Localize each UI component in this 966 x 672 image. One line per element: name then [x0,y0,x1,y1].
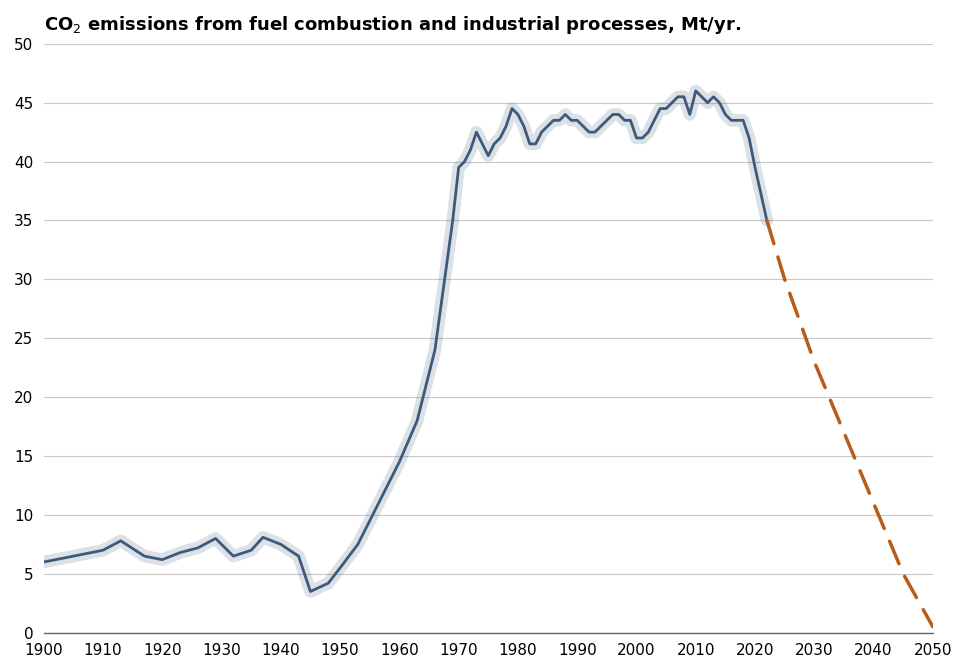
Text: CO$_2$ emissions from fuel combustion and industrial processes, Mt/yr.: CO$_2$ emissions from fuel combustion an… [43,14,741,36]
